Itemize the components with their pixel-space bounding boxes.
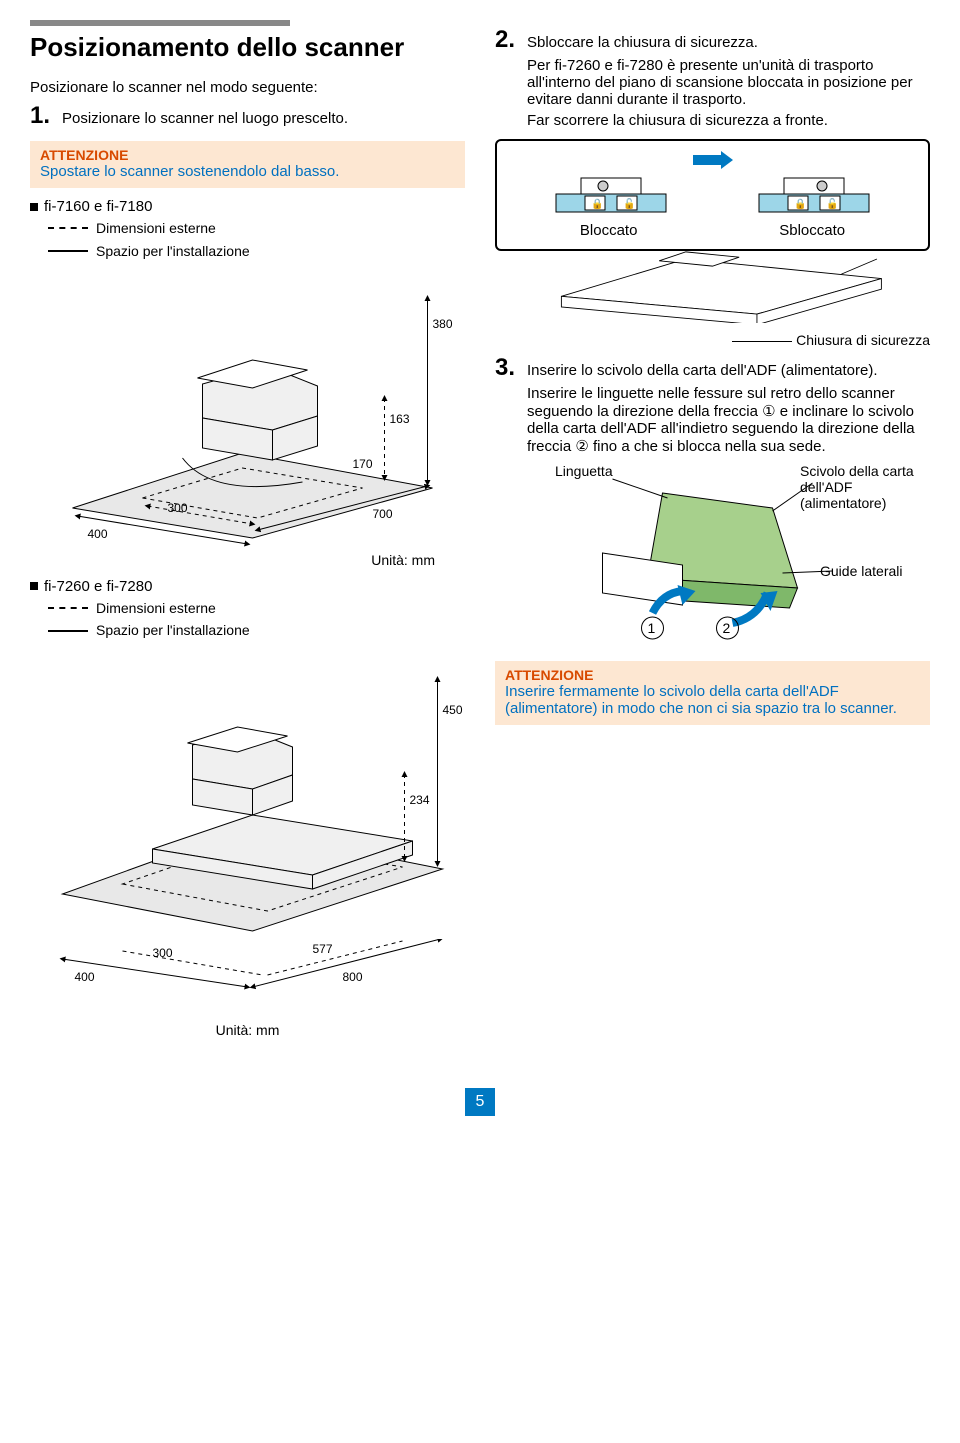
intro-text: Posizionare lo scanner nel modo seguente…	[30, 79, 465, 96]
lock-panel: 🔒 🔓 🔒 🔓	[495, 139, 930, 251]
attention-box-2: ATTENZIONE Inserire fermamente lo scivol…	[495, 661, 930, 725]
step-3-number: 3.	[495, 356, 521, 380]
dim-d800: 800	[343, 970, 363, 984]
bullet-icon	[30, 203, 38, 211]
flatbed-illustration	[495, 243, 930, 323]
dim-h163: 163	[390, 412, 410, 426]
arrow-right-icon	[693, 151, 733, 169]
attention-2-text: Inserire fermamente lo scivolo della car…	[505, 683, 920, 717]
attention-box-1: ATTENZIONE Spostare lo scanner sostenend…	[30, 141, 465, 188]
svg-text:🔓: 🔓	[623, 197, 635, 210]
unlocked-label: Sbloccato	[779, 222, 845, 239]
step-3: 3. Inserire lo scivolo della carta dell'…	[495, 356, 930, 455]
attention-1-text: Spostare lo scanner sostenendolo dal bas…	[40, 163, 455, 180]
page-title: Posizionamento dello scanner	[30, 32, 465, 63]
guide-label: Guide laterali	[820, 563, 930, 579]
dim-w300b: 300	[153, 946, 173, 960]
model-b-bottom-dims: 400 300 800 577	[30, 939, 465, 999]
locked-label: Bloccato	[580, 222, 638, 239]
legend-dash-icon	[48, 607, 88, 609]
linguetta-label: Linguetta	[555, 463, 613, 479]
legend-ext-a: Dimensioni esterne	[96, 217, 216, 239]
svg-text:1: 1	[648, 620, 656, 636]
dim-w400: 400	[88, 527, 108, 541]
svg-text:🔒: 🔒	[794, 198, 806, 210]
dim-w300: 300	[168, 501, 188, 515]
svg-text:🔒: 🔒	[591, 198, 603, 210]
legend-space-b: Spazio per l'installazione	[96, 619, 250, 641]
legend-ext-b: Dimensioni esterne	[96, 597, 216, 619]
step-2-body2: Far scorrere la chiusura di sicurezza a …	[527, 112, 930, 129]
model-a-heading: fi-7160 e fi-7180	[30, 198, 465, 215]
model-a-diagram: 380 163 170 700 400 300	[30, 268, 465, 548]
step-1-lead: Posizionare lo scanner nel luogo prescel…	[62, 110, 348, 127]
legend-solid-icon	[48, 250, 88, 252]
model-b-legend: Dimensioni esterne Spazio per l'installa…	[48, 597, 465, 642]
model-b-name: fi-7260 e fi-7280	[44, 578, 152, 595]
dim-h380: 380	[433, 317, 453, 331]
model-a-name: fi-7160 e fi-7180	[44, 198, 152, 215]
model-b-heading: fi-7260 e fi-7280	[30, 578, 465, 595]
attention-1-label: ATTENZIONE	[40, 147, 455, 163]
attention-2-label: ATTENZIONE	[505, 667, 920, 683]
legend-dash-icon	[48, 227, 88, 229]
chiusura-label: Chiusura di sicurezza	[495, 332, 930, 348]
legend-space-a: Spazio per l'installazione	[96, 240, 250, 262]
model-b-unit: Unità: mm	[30, 1022, 465, 1038]
locked-icon: 🔒 🔓	[551, 176, 671, 216]
dim-d170: 170	[353, 457, 373, 471]
step-3-body: Inserire le linguette nelle fessure sul …	[527, 385, 930, 455]
title-rule	[30, 20, 290, 26]
step-3-lead: Inserire lo scivolo della carta dell'ADF…	[527, 362, 930, 379]
bullet-icon	[30, 582, 38, 590]
dim-d700: 700	[373, 507, 393, 521]
step-2-number: 2.	[495, 28, 521, 52]
scivolo-label: Scivolo della carta dell'ADF (alimentato…	[800, 463, 930, 511]
step-2: 2. Sbloccare la chiusura di sicurezza. P…	[495, 28, 930, 129]
dim-d577: 577	[313, 942, 333, 956]
dim-w400b: 400	[75, 970, 95, 984]
step-2-body1: Per fi-7260 e fi-7280 è presente un'unit…	[527, 57, 930, 108]
page-number: 5	[465, 1088, 495, 1116]
unlocked-icon: 🔒 🔓	[754, 176, 874, 216]
legend-solid-icon	[48, 630, 88, 632]
model-a-unit: Unità: mm	[30, 552, 465, 568]
step-1: 1. Posizionare lo scanner nel luogo pres…	[30, 104, 465, 133]
step-2-lead: Sbloccare la chiusura di sicurezza.	[527, 34, 930, 51]
dim-h450: 450	[443, 703, 463, 717]
svg-text:🔓: 🔓	[826, 197, 838, 210]
model-b-diagram: 450 234	[30, 659, 465, 939]
dim-h234: 234	[410, 793, 430, 807]
svg-text:2: 2	[723, 620, 731, 636]
step-1-number: 1.	[30, 104, 56, 128]
adf-chute-figure: Linguetta Scivolo della carta dell'ADF (…	[495, 463, 930, 643]
model-a-legend: Dimensioni esterne Spazio per l'installa…	[48, 217, 465, 262]
